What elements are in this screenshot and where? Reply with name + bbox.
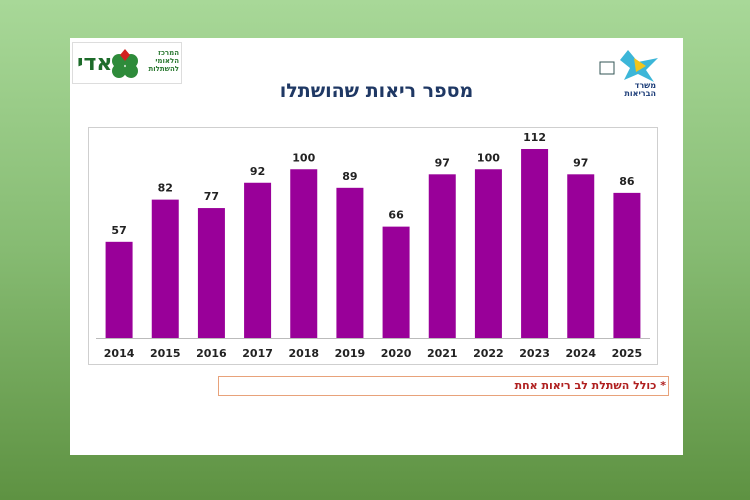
bar: [567, 174, 595, 338]
x-tick-label: 2019: [335, 347, 366, 360]
x-tick-label: 2018: [288, 347, 319, 360]
bar: [151, 199, 179, 338]
x-tick-label: 2023: [519, 347, 550, 360]
bar: [336, 187, 364, 338]
x-tick-label: 2020: [381, 347, 412, 360]
value-label: 57: [111, 224, 126, 237]
value-label: 100: [477, 151, 500, 164]
x-tick-label: 2024: [565, 347, 596, 360]
value-label: 66: [388, 209, 404, 222]
value-label: 97: [573, 156, 588, 169]
x-tick-label: 2022: [473, 347, 504, 360]
bar: [428, 174, 456, 338]
bar: [197, 208, 225, 338]
value-label: 92: [250, 165, 265, 178]
value-label: 77: [204, 190, 219, 203]
ministry-logo: משרד הבריאות: [598, 48, 678, 98]
value-label: 97: [435, 156, 450, 169]
bar: [613, 192, 641, 338]
bar: [105, 241, 133, 338]
value-label: 112: [523, 131, 546, 144]
bar: [474, 169, 502, 338]
ministry-name: משרד הבריאות: [624, 81, 656, 98]
bar: [244, 182, 272, 338]
chart-frame: [88, 127, 658, 365]
x-tick-label: 2016: [196, 347, 227, 360]
x-tick-label: 2017: [242, 347, 273, 360]
adi-logo: אדי המרכז הלאומי להשתלות: [72, 42, 182, 84]
ministry-emblem: [599, 50, 658, 82]
adi-name: אדי: [77, 51, 113, 76]
x-tick-label: 2014: [104, 347, 135, 360]
slide: אדי המרכז הלאומי להשתלות משרד הבריאות מס…: [70, 38, 683, 455]
chart-title: מספר ריאות שהושתלו: [279, 80, 474, 102]
center-name: המרכז הלאומי להשתלות: [148, 49, 179, 73]
chart: 57 2014 82 2015 77 2016 92 2017 100 2018 89 2019 66 2…: [88, 127, 658, 365]
clover: [112, 49, 138, 78]
bar: [521, 149, 549, 338]
footnote: * כולל השתלת לב ריאות אחת: [218, 376, 669, 396]
bar: [290, 169, 318, 338]
x-tick-label: 2025: [612, 347, 643, 360]
bar: [382, 226, 410, 338]
x-tick-label: 2021: [427, 347, 458, 360]
value-label: 86: [619, 175, 635, 188]
value-label: 82: [158, 182, 173, 195]
value-label: 89: [342, 170, 357, 183]
value-label: 100: [292, 151, 315, 164]
x-tick-label: 2015: [150, 347, 181, 360]
